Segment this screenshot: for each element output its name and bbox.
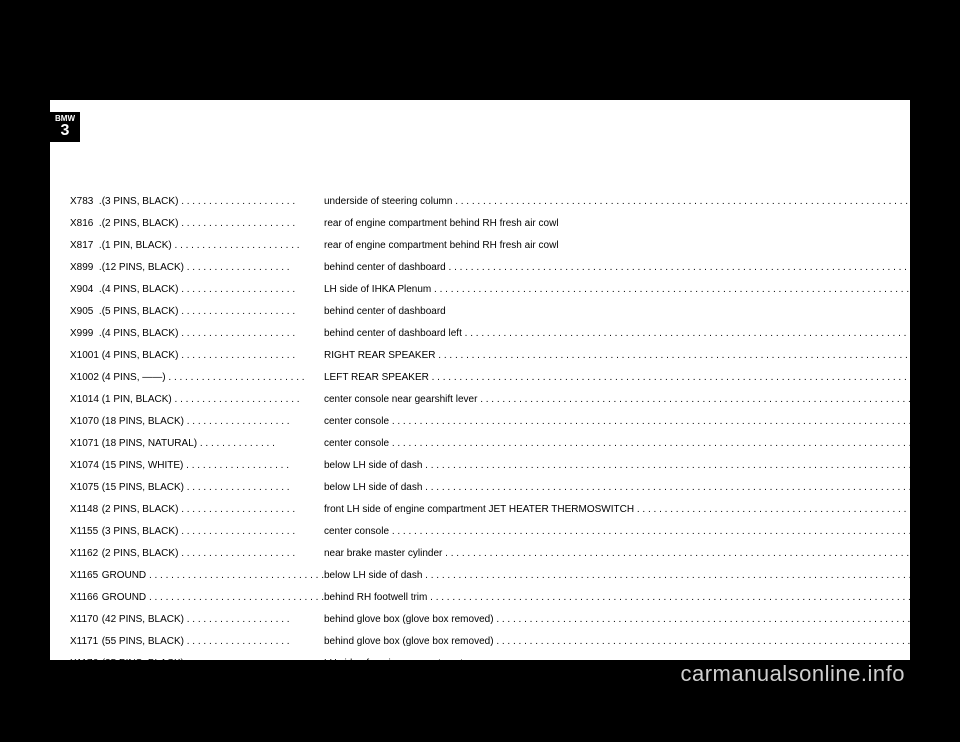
connector-location: behind center of dashboard <box>324 300 960 322</box>
connector-desc: (3 PINS, BLACK) . . . . . . . . . . . . … <box>102 190 324 212</box>
connector-code: X1070 <box>70 410 99 432</box>
table-row: X783.(3 PINS, BLACK) . . . . . . . . . .… <box>70 190 960 212</box>
connector-desc: (4 PINS, ——) . . . . . . . . . . . . . .… <box>102 366 324 388</box>
connector-code: X817 <box>70 234 99 256</box>
connector-location: rear of engine compartment behind RH fre… <box>324 212 960 234</box>
table-row: X1148(2 PINS, BLACK) . . . . . . . . . .… <box>70 498 960 520</box>
connector-desc: (15 PINS, BLACK) . . . . . . . . . . . .… <box>102 476 324 498</box>
connector-location: behind glove box (glove box removed) . .… <box>324 608 960 630</box>
connector-desc: (4 PINS, BLACK) . . . . . . . . . . . . … <box>102 344 324 366</box>
connector-desc: (2 PINS, BLACK) . . . . . . . . . . . . … <box>102 542 324 564</box>
table-row: X1075(15 PINS, BLACK) . . . . . . . . . … <box>70 476 960 498</box>
connector-location: below LH side of dash . . . . . . . . . … <box>324 454 960 476</box>
connector-location: rear of engine compartment behind RH fre… <box>324 234 960 256</box>
table-row: X1171(55 PINS, BLACK) . . . . . . . . . … <box>70 630 960 652</box>
connector-desc: (4 PINS, BLACK) . . . . . . . . . . . . … <box>102 322 324 344</box>
table-row: X1162(2 PINS, BLACK) . . . . . . . . . .… <box>70 542 960 564</box>
connector-location: underside of steering column . . . . . .… <box>324 190 960 212</box>
table-row: X1002(4 PINS, ——) . . . . . . . . . . . … <box>70 366 960 388</box>
connector-code: X1171 <box>70 630 99 652</box>
connector-desc: (1 PIN, BLACK) . . . . . . . . . . . . .… <box>102 388 324 410</box>
logo-bottom: 3 <box>61 123 70 139</box>
table-row: X1155(3 PINS, BLACK) . . . . . . . . . .… <box>70 520 960 542</box>
connector-code: X1014 <box>70 388 99 410</box>
connector-code: X1001 <box>70 344 99 366</box>
connector-code: X904 <box>70 278 99 300</box>
connector-desc: GROUND . . . . . . . . . . . . . . . . .… <box>102 586 324 608</box>
connector-code: X816 <box>70 212 99 234</box>
connector-location: below LH side of dash . . . . . . . . . … <box>324 564 960 586</box>
table-row: X1014(1 PIN, BLACK) . . . . . . . . . . … <box>70 388 960 410</box>
connector-location: near brake master cylinder . . . . . . .… <box>324 542 960 564</box>
bmw-logo: BMW 3 <box>50 112 80 142</box>
connector-code: X1155 <box>70 520 99 542</box>
table-row: X1001(4 PINS, BLACK) . . . . . . . . . .… <box>70 344 960 366</box>
connector-code: X1002 <box>70 366 99 388</box>
connector-code: X1170 <box>70 608 99 630</box>
table-row: X999.(4 PINS, BLACK) . . . . . . . . . .… <box>70 322 960 344</box>
connector-location: below LH side of dash . . . . . . . . . … <box>324 476 960 498</box>
connector-desc: (55 PINS, BLACK) . . . . . . . . . . . .… <box>102 630 324 652</box>
connector-location: behind center of dashboard . . . . . . .… <box>324 256 960 278</box>
connector-desc: (25 PINS, BLACK) . . . . . . . . . . . .… <box>102 652 324 674</box>
watermark: carmanualsonline.info <box>680 661 905 687</box>
connector-desc: (18 PINS, BLACK) . . . . . . . . . . . .… <box>102 410 324 432</box>
connector-desc: (2 PINS, BLACK) . . . . . . . . . . . . … <box>102 498 324 520</box>
connector-code: X1071 <box>70 432 99 454</box>
table-row: X899.(12 PINS, BLACK) . . . . . . . . . … <box>70 256 960 278</box>
connector-code: X1165 <box>70 564 99 586</box>
connector-location: center console . . . . . . . . . . . . .… <box>324 410 960 432</box>
connector-location: LEFT REAR SPEAKER . . . . . . . . . . . … <box>324 366 960 388</box>
connector-location: center console near gearshift lever . . … <box>324 388 960 410</box>
connector-location: behind center of dashboard left . . . . … <box>324 322 960 344</box>
connector-desc: (42 PINS, BLACK) . . . . . . . . . . . .… <box>102 608 324 630</box>
connector-code: X1148 <box>70 498 99 520</box>
connector-code: X1166 <box>70 586 99 608</box>
table-row: X1074(15 PINS, WHITE) . . . . . . . . . … <box>70 454 960 476</box>
connector-location: RIGHT REAR SPEAKER . . . . . . . . . . .… <box>324 344 960 366</box>
connector-location: front LH side of engine compartment JET … <box>324 498 960 520</box>
connector-code: X1162 <box>70 542 99 564</box>
connector-desc: (1 PIN, BLACK) . . . . . . . . . . . . .… <box>102 234 324 256</box>
table-row: X904.(4 PINS, BLACK) . . . . . . . . . .… <box>70 278 960 300</box>
table-row: X1071(18 PINS, NATURAL) . . . . . . . . … <box>70 432 960 454</box>
connector-location: behind RH footwell trim . . . . . . . . … <box>324 586 960 608</box>
connector-desc: (12 PINS, BLACK) . . . . . . . . . . . .… <box>102 256 324 278</box>
connector-location: LH side of IHKA Plenum . . . . . . . . .… <box>324 278 960 300</box>
connector-location: behind glove box (glove box removed) . .… <box>324 630 960 652</box>
connector-code: X899 <box>70 256 99 278</box>
connector-code: X905 <box>70 300 99 322</box>
table-row: X1070(18 PINS, BLACK) . . . . . . . . . … <box>70 410 960 432</box>
table-row: X816.(2 PINS, BLACK) . . . . . . . . . .… <box>70 212 960 234</box>
table-row: X817.(1 PIN, BLACK) . . . . . . . . . . … <box>70 234 960 256</box>
connector-desc: GROUND . . . . . . . . . . . . . . . . .… <box>102 564 324 586</box>
connector-code: X1176 <box>70 652 99 674</box>
connector-desc: (3 PINS, BLACK) . . . . . . . . . . . . … <box>102 520 324 542</box>
table-row: X1170(42 PINS, BLACK) . . . . . . . . . … <box>70 608 960 630</box>
table-row: X905.(5 PINS, BLACK) . . . . . . . . . .… <box>70 300 960 322</box>
connector-desc: (2 PINS, BLACK) . . . . . . . . . . . . … <box>102 212 324 234</box>
connector-code: X999 <box>70 322 99 344</box>
connector-location: center console . . . . . . . . . . . . .… <box>324 520 960 542</box>
table-row: X1166GROUND . . . . . . . . . . . . . . … <box>70 586 960 608</box>
connector-code: X783 <box>70 190 99 212</box>
connector-desc: (4 PINS, BLACK) . . . . . . . . . . . . … <box>102 278 324 300</box>
connector-desc: (15 PINS, WHITE) . . . . . . . . . . . .… <box>102 454 324 476</box>
connector-code: X1075 <box>70 476 99 498</box>
connector-table: X783.(3 PINS, BLACK) . . . . . . . . . .… <box>70 190 960 674</box>
connector-location: center console . . . . . . . . . . . . .… <box>324 432 960 454</box>
connector-desc: (5 PINS, BLACK) . . . . . . . . . . . . … <box>102 300 324 322</box>
table-row: X1165GROUND . . . . . . . . . . . . . . … <box>70 564 960 586</box>
connector-desc: (18 PINS, NATURAL) . . . . . . . . . . .… <box>102 432 324 454</box>
connector-code: X1074 <box>70 454 99 476</box>
